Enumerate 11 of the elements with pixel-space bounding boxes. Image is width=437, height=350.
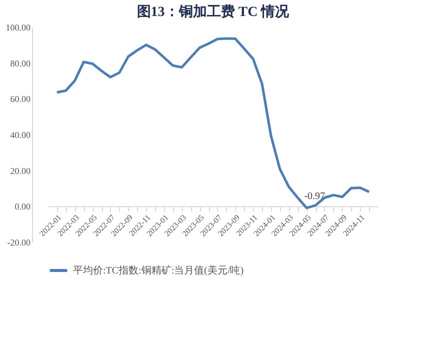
y-tick-label: -20.00 [7, 238, 31, 248]
y-tick-label: 100.00 [6, 22, 31, 32]
y-tick-label: 60.00 [10, 94, 31, 104]
y-tick-label: 40.00 [10, 130, 31, 140]
y-tick-label: 0.00 [14, 202, 31, 212]
chart-title: 图13：铜加工费 TC 情况 [136, 4, 290, 20]
line-series [56, 37, 370, 210]
data-label: -0.97 [304, 190, 326, 202]
y-tick-label: 80.00 [10, 58, 31, 68]
y-tick-label: 20.00 [10, 166, 31, 176]
legend-label: 平均价:TC指数:铜精矿:当月值(美元/吨) [73, 264, 244, 276]
